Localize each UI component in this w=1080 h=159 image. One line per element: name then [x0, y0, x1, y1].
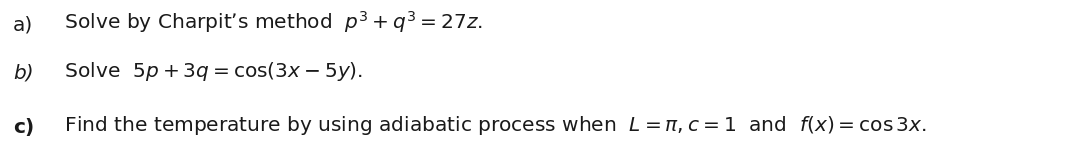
- Text: Solve  $5p + 3q = \cos(3x - 5y)$.: Solve $5p + 3q = \cos(3x - 5y)$.: [52, 60, 363, 83]
- Text: Find the temperature by using adiabatic process when  $L = \pi, c = 1$  and  $f(: Find the temperature by using adiabatic …: [52, 114, 927, 137]
- Text: c): c): [13, 118, 35, 137]
- Text: Solve by Charpit’s method  $p^3 + q^3 = 27z$.: Solve by Charpit’s method $p^3 + q^3 = 2…: [52, 9, 483, 35]
- Text: b): b): [13, 64, 33, 83]
- Text: a): a): [13, 16, 33, 35]
